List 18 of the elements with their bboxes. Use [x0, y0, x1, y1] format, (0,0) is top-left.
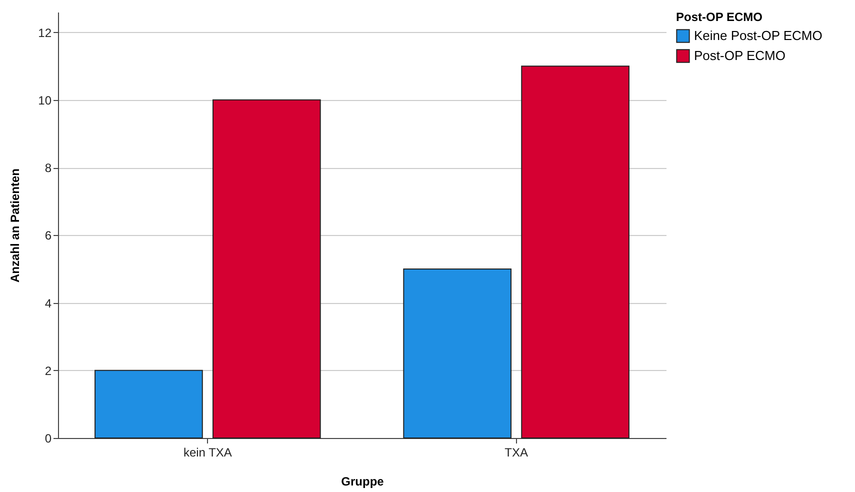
y-tick-label: 4 — [44, 296, 52, 310]
bar — [94, 370, 203, 438]
y-tick-label: 0 — [44, 432, 52, 446]
x-tick-label: kein TXA — [183, 446, 232, 460]
legend-title: Post-OP ECMO — [676, 10, 762, 24]
y-tick-label: 12 — [38, 26, 52, 40]
legend-label: Keine Post-OP ECMO — [694, 28, 822, 43]
bar — [521, 66, 630, 438]
y-tick-label: 6 — [44, 228, 52, 243]
y-axis-title: Anzahl an Patienten — [8, 168, 22, 283]
y-tick-label: 8 — [44, 161, 52, 176]
x-axis-title: Gruppe — [341, 474, 384, 488]
bar — [212, 99, 321, 438]
y-tick-label: 2 — [44, 364, 52, 378]
y-tick-label: 10 — [38, 93, 52, 108]
legend-label: Post-OP ECMO — [694, 48, 786, 63]
x-tick-label: TXA — [504, 446, 528, 460]
bar — [403, 268, 512, 438]
